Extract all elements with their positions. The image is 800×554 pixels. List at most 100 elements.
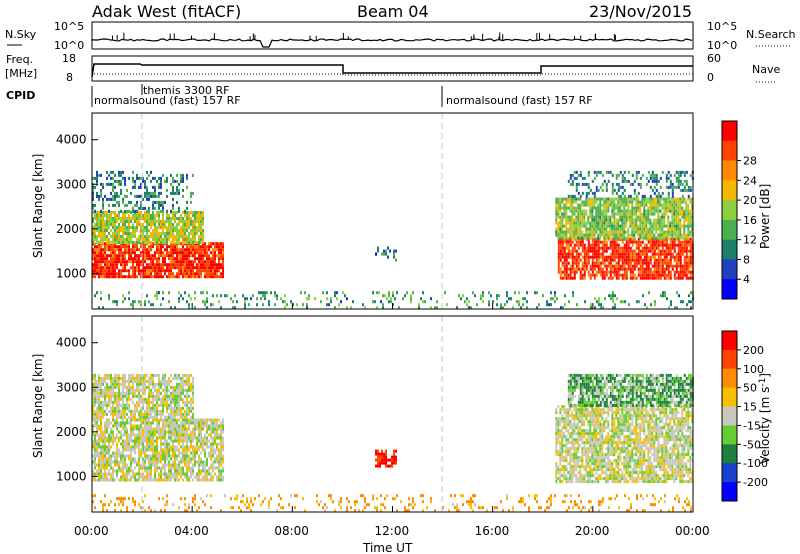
data-cell <box>681 240 684 244</box>
data-cell <box>210 463 212 467</box>
data-cell <box>406 291 408 295</box>
data-cell <box>112 415 114 419</box>
data-cell <box>154 251 156 255</box>
data-cell <box>220 457 222 461</box>
data-cell <box>110 430 112 434</box>
data-cell <box>98 475 100 479</box>
data-cell <box>174 454 176 458</box>
data-cell <box>144 185 146 189</box>
data-cell <box>623 267 626 271</box>
data-cell <box>202 260 204 264</box>
data-cell <box>645 215 648 219</box>
data-cell <box>100 472 102 476</box>
data-cell <box>148 254 150 258</box>
data-cell <box>565 258 568 262</box>
data-cell <box>216 427 218 431</box>
data-cell <box>605 170 608 174</box>
data-cell <box>643 233 646 237</box>
data-cell <box>561 270 564 274</box>
data-cell <box>216 457 218 461</box>
data-cell <box>613 264 616 268</box>
data-cell <box>94 400 96 404</box>
data-cell <box>224 294 226 298</box>
data-cell <box>603 203 606 207</box>
data-cell <box>202 448 204 452</box>
data-cell <box>220 254 222 258</box>
data-cell <box>555 230 558 234</box>
data-cell <box>116 424 118 428</box>
data-cell <box>102 439 104 443</box>
data-cell <box>102 388 104 392</box>
data-cell <box>585 255 588 259</box>
data-cell <box>204 454 206 458</box>
data-cell <box>689 252 692 256</box>
data-cell <box>108 248 110 252</box>
data-cell <box>160 472 162 476</box>
data-cell <box>581 191 584 195</box>
data-cell <box>150 430 152 434</box>
data-cell <box>372 291 374 295</box>
data-cell <box>170 173 172 177</box>
data-cell <box>212 242 214 246</box>
data-cell <box>140 475 142 479</box>
data-cell <box>575 252 578 256</box>
data-cell <box>591 215 594 219</box>
data-cell <box>645 218 648 222</box>
data-cell <box>134 217 136 220</box>
data-cell <box>591 255 594 259</box>
data-cell <box>344 294 346 298</box>
data-cell <box>202 478 204 482</box>
data-cell <box>114 211 116 214</box>
data-cell <box>180 436 182 440</box>
data-cell <box>142 241 144 244</box>
data-cell <box>184 232 186 235</box>
data-cell <box>573 249 576 253</box>
data-cell <box>691 218 694 222</box>
data-cell <box>182 472 184 476</box>
data-cell <box>128 457 130 461</box>
data-cell <box>613 227 616 231</box>
data-cell <box>591 212 594 216</box>
data-cell <box>557 206 560 210</box>
data-cell <box>597 264 600 268</box>
data-cell <box>208 245 210 249</box>
data-cell <box>128 241 130 244</box>
data-cell <box>100 229 102 232</box>
data-cell <box>152 439 154 443</box>
data-cell <box>212 466 214 470</box>
data-cell <box>587 252 590 256</box>
data-cell <box>198 226 200 229</box>
data-cell <box>104 238 106 241</box>
data-cell <box>142 472 144 476</box>
data-cell <box>661 249 664 253</box>
data-cell <box>374 300 376 304</box>
data-cell <box>657 267 660 271</box>
data-cell <box>170 421 172 425</box>
colorbar-tick-label: 16 <box>743 214 757 227</box>
data-cell <box>144 235 146 238</box>
data-cell <box>156 226 158 229</box>
data-cell <box>611 182 614 186</box>
data-cell <box>166 209 168 213</box>
data-cell <box>691 212 694 216</box>
data-cell <box>194 297 196 301</box>
data-cell <box>639 230 642 234</box>
data-cell <box>629 240 632 244</box>
data-cell <box>569 182 572 186</box>
data-cell <box>166 457 168 461</box>
data-cell <box>192 223 194 226</box>
nave-label: Nave <box>752 63 780 76</box>
data-cell <box>118 182 120 186</box>
data-cell <box>676 306 678 310</box>
data-cell <box>641 203 644 207</box>
data-cell <box>677 218 680 222</box>
data-cell <box>569 273 572 277</box>
data-cell <box>597 188 600 192</box>
data-cell <box>124 257 126 261</box>
data-cell <box>573 170 576 174</box>
data-cell <box>589 276 592 280</box>
data-cell <box>669 273 672 277</box>
data-cell <box>150 445 152 449</box>
data-cell <box>663 236 666 240</box>
data-cell <box>591 233 594 237</box>
